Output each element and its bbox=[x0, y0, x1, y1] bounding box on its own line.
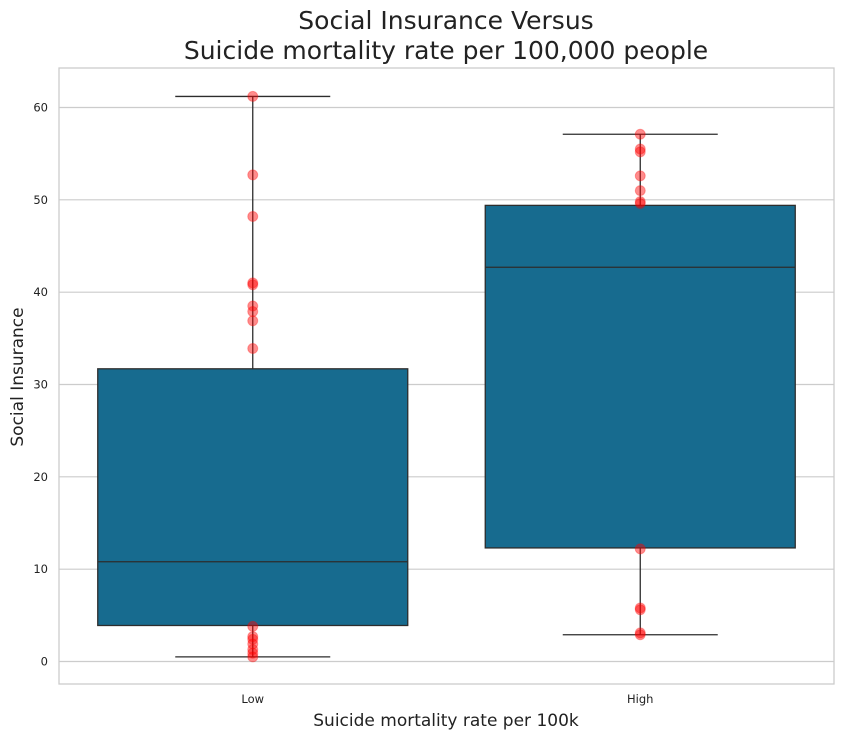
data-point bbox=[247, 620, 259, 632]
y-tick-label: 0 bbox=[41, 655, 48, 669]
data-point bbox=[247, 279, 259, 291]
data-point bbox=[247, 631, 259, 643]
data-point bbox=[247, 315, 259, 327]
chart-title-line-1: Social Insurance Versus bbox=[298, 6, 593, 35]
data-point bbox=[247, 210, 259, 222]
y-tick-label: 10 bbox=[33, 562, 48, 576]
data-point bbox=[247, 651, 259, 663]
data-point bbox=[247, 633, 259, 645]
y-tick-label: 20 bbox=[33, 470, 48, 484]
x-axis-ticks: Low High bbox=[241, 692, 653, 706]
data-point bbox=[634, 604, 646, 616]
y-tick-label: 50 bbox=[33, 193, 48, 207]
y-axis-label: Social Insurance bbox=[8, 307, 28, 446]
data-point bbox=[634, 198, 646, 210]
plot-frame bbox=[58, 67, 835, 685]
data-point bbox=[634, 196, 646, 208]
x-tick-label: Low bbox=[241, 692, 264, 706]
data-point bbox=[247, 643, 259, 655]
data-point bbox=[247, 90, 259, 102]
data-point bbox=[247, 306, 259, 318]
data-point bbox=[247, 638, 259, 650]
x-axis-label: Suicide mortality rate per 100k bbox=[313, 711, 579, 731]
chart-title-line-2: Suicide mortality rate per 100,000 peopl… bbox=[184, 36, 708, 65]
data-point bbox=[247, 169, 259, 181]
y-tick-label: 60 bbox=[33, 101, 48, 115]
iqr-box bbox=[97, 368, 409, 627]
data-point bbox=[634, 543, 646, 555]
data-point bbox=[247, 647, 259, 659]
data-point bbox=[247, 342, 259, 354]
strip-points bbox=[247, 90, 646, 663]
x-tick-label: High bbox=[627, 692, 653, 706]
data-point bbox=[634, 170, 646, 182]
y-axis-ticks: 0 10 20 30 40 50 60 bbox=[33, 101, 48, 669]
data-point bbox=[634, 143, 646, 155]
data-point bbox=[634, 146, 646, 158]
data-point bbox=[247, 277, 259, 289]
data-point bbox=[634, 629, 646, 641]
iqr-box bbox=[484, 204, 796, 549]
box-low bbox=[97, 95, 409, 658]
data-point bbox=[634, 128, 646, 140]
data-point bbox=[247, 300, 259, 312]
data-point bbox=[634, 602, 646, 614]
box-group bbox=[97, 95, 796, 658]
data-point bbox=[634, 627, 646, 639]
y-tick-label: 30 bbox=[33, 378, 48, 392]
y-tick-label: 40 bbox=[33, 285, 48, 299]
data-point bbox=[634, 185, 646, 197]
box-high bbox=[484, 133, 796, 636]
